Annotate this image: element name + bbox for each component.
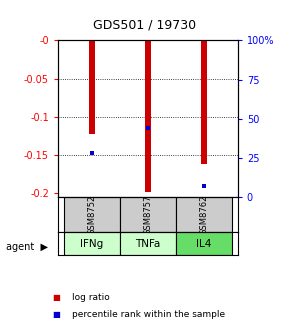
Text: GSM8752: GSM8752 [87,195,96,235]
Text: TNFa: TNFa [135,239,161,249]
Text: GSM8762: GSM8762 [200,194,209,235]
Bar [120,232,176,255]
Bar [64,232,120,255]
Bar [89,40,95,134]
Text: IFNg: IFNg [80,239,103,249]
Text: log ratio: log ratio [72,293,110,302]
Bar [120,197,176,232]
Bar [64,197,120,232]
Text: IL4: IL4 [196,239,212,249]
Text: GDS501 / 19730: GDS501 / 19730 [93,18,197,32]
Bar [201,40,207,164]
Bar [145,40,151,192]
Bar [176,232,232,255]
Bar [176,197,232,232]
Text: ■: ■ [52,293,60,302]
Text: ■: ■ [52,310,60,319]
Text: percentile rank within the sample: percentile rank within the sample [72,310,226,319]
Text: GSM8757: GSM8757 [143,194,153,235]
Text: agent  ▶: agent ▶ [6,242,48,252]
